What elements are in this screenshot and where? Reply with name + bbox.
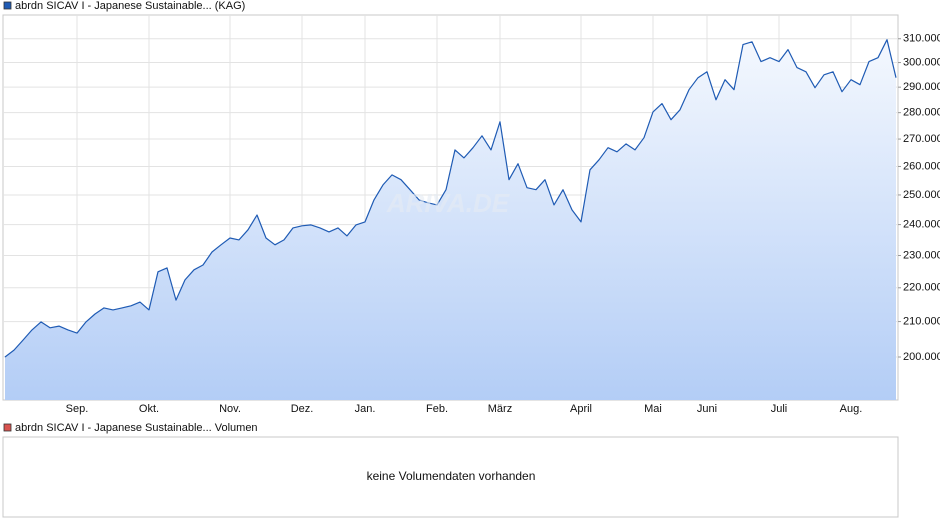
volume-legend-label: abrdn SICAV I - Japanese Sustainable... … <box>15 422 258 434</box>
y-tick-label: 260.000 <box>903 160 940 172</box>
y-tick-label: 270.000 <box>903 133 940 145</box>
x-tick-label: Mai <box>644 403 662 415</box>
x-tick-label: Juli <box>771 403 788 415</box>
volume-frame <box>2 436 899 518</box>
y-tick-label: 310.000 <box>903 33 940 45</box>
x-tick-label: Juni <box>697 403 717 415</box>
y-tick-label: 240.000 <box>903 219 940 231</box>
y-tick-label: 290.000 <box>903 81 940 93</box>
y-tick-label: 300.000 <box>903 56 940 68</box>
x-tick-label: Jan. <box>355 403 376 415</box>
y-tick-label: 250.000 <box>903 189 940 201</box>
x-tick-label: April <box>570 403 592 415</box>
y-tick-label: 230.000 <box>903 249 940 261</box>
legend-swatch <box>3 1 12 10</box>
volume-message: keine Volumendaten vorhanden <box>367 469 536 483</box>
plot <box>4 39 897 400</box>
legend-label: abrdn SICAV I - Japanese Sustainable... … <box>15 0 245 12</box>
x-tick-label: Okt. <box>139 403 159 415</box>
x-tick-label: Sep. <box>66 403 89 415</box>
y-tick-label: 200.000 <box>903 351 940 363</box>
x-tick-label: März <box>488 403 512 415</box>
volume-legend-swatch <box>3 423 12 432</box>
area-fill <box>5 39 896 400</box>
x-tick-label: Aug. <box>840 403 863 415</box>
watermark: ARIVA.DE <box>386 188 510 218</box>
x-tick-label: Feb. <box>426 403 448 415</box>
price-line <box>4 39 897 358</box>
x-tick-label: Nov. <box>219 403 241 415</box>
y-tick-label: 280.000 <box>903 107 940 119</box>
x-tick-label: Dez. <box>291 403 314 415</box>
y-tick-label: 210.000 <box>903 315 940 327</box>
y-tick-label: 220.000 <box>903 282 940 294</box>
